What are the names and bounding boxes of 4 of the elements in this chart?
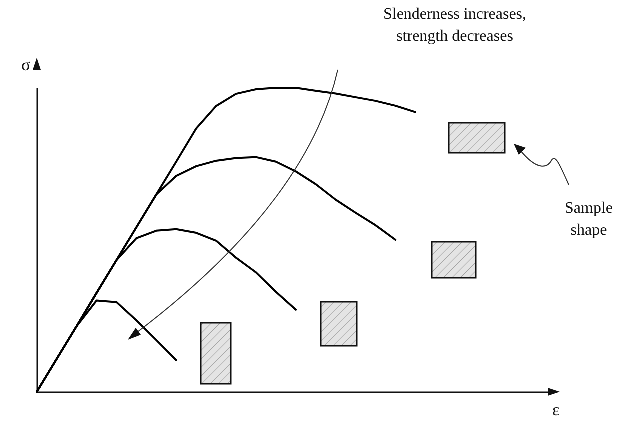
- text: Slenderness increases, strength decreases: [382, 5, 528, 47]
- x-axis-title: ε: [552, 400, 560, 420]
- text: Sample shape: [564, 199, 614, 241]
- y-axis-title: σ: [22, 56, 31, 74]
